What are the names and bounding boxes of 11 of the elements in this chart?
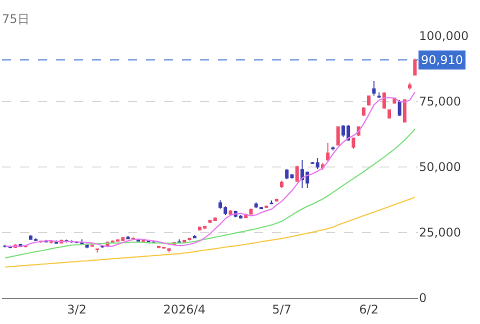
ref-line-label: 90,910 [421,53,463,67]
x-tick-label: 5/7 [272,302,292,316]
text: 75日 [2,12,30,26]
y-tick-label: 25,000 [419,226,461,240]
y-tick-label: 75,000 [419,94,461,109]
y-tick-label: 100,000 [419,29,469,44]
x-tick-label: 6/2 [359,302,378,316]
y-tick-label: 0 [419,291,427,306]
y-tick-label: 50,000 [419,160,461,174]
x-tick-label: 3/2 [67,302,86,316]
x-tick-label: 2026/4 [163,302,206,316]
